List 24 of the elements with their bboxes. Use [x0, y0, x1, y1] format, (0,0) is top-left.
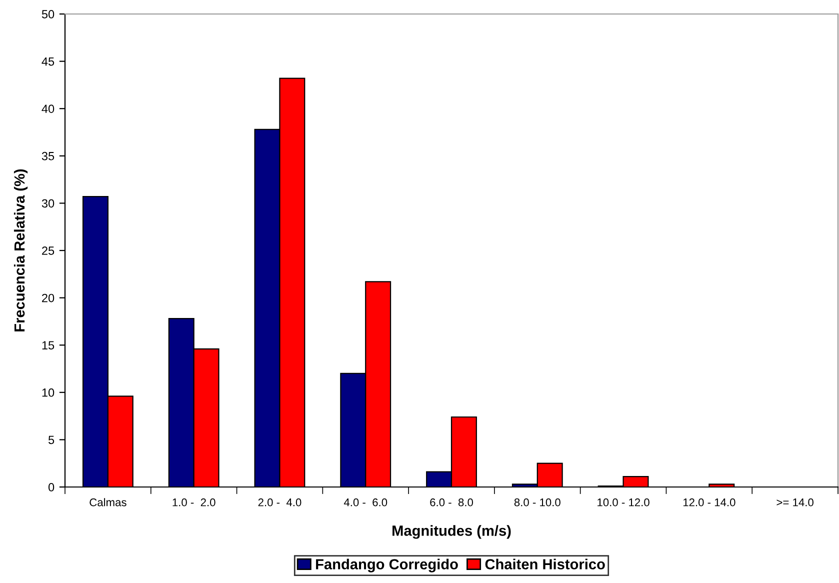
y-tick-label: 40 — [42, 104, 54, 113]
x-tick-label: 8.0 - 10.0 — [514, 498, 560, 506]
y-tick-label: 5 — [48, 436, 54, 444]
x-axis-title: Magnitudes (m/s) — [392, 525, 511, 539]
x-tick-label: 4.0 - 6.0 — [344, 498, 388, 506]
legend-label: Chaiten Historico — [485, 558, 605, 570]
x-tick-label: 10.0 - 12.0 — [598, 498, 650, 506]
x-tick-label: 2.0 - 4.0 — [258, 498, 302, 506]
x-tick-label: 1.0 - 2.0 — [172, 498, 216, 506]
y-tick-label: 20 — [42, 294, 54, 302]
y-axis-title: Frecuencia Relativa (%) — [14, 169, 28, 332]
y-tick-label: 30 — [42, 199, 54, 208]
y-tick-label: 15 — [42, 341, 54, 350]
y-tick-label: 0 — [48, 483, 54, 492]
x-tick-label: Calmas — [90, 498, 126, 506]
x-tick-label: 6.0 - 8.0 — [430, 498, 473, 506]
x-tick-label: >= 14.0 — [776, 498, 814, 506]
y-tick-label: 50 — [42, 10, 54, 18]
x-tick-label: 12.0 - 14.0 — [683, 498, 736, 506]
y-tick-label: 10 — [42, 388, 54, 397]
y-tick-label: 25 — [42, 246, 54, 255]
legend-label: Fandango Corregido — [316, 558, 458, 572]
y-tick-label: 35 — [42, 152, 54, 160]
y-tick-label: 45 — [42, 57, 54, 66]
